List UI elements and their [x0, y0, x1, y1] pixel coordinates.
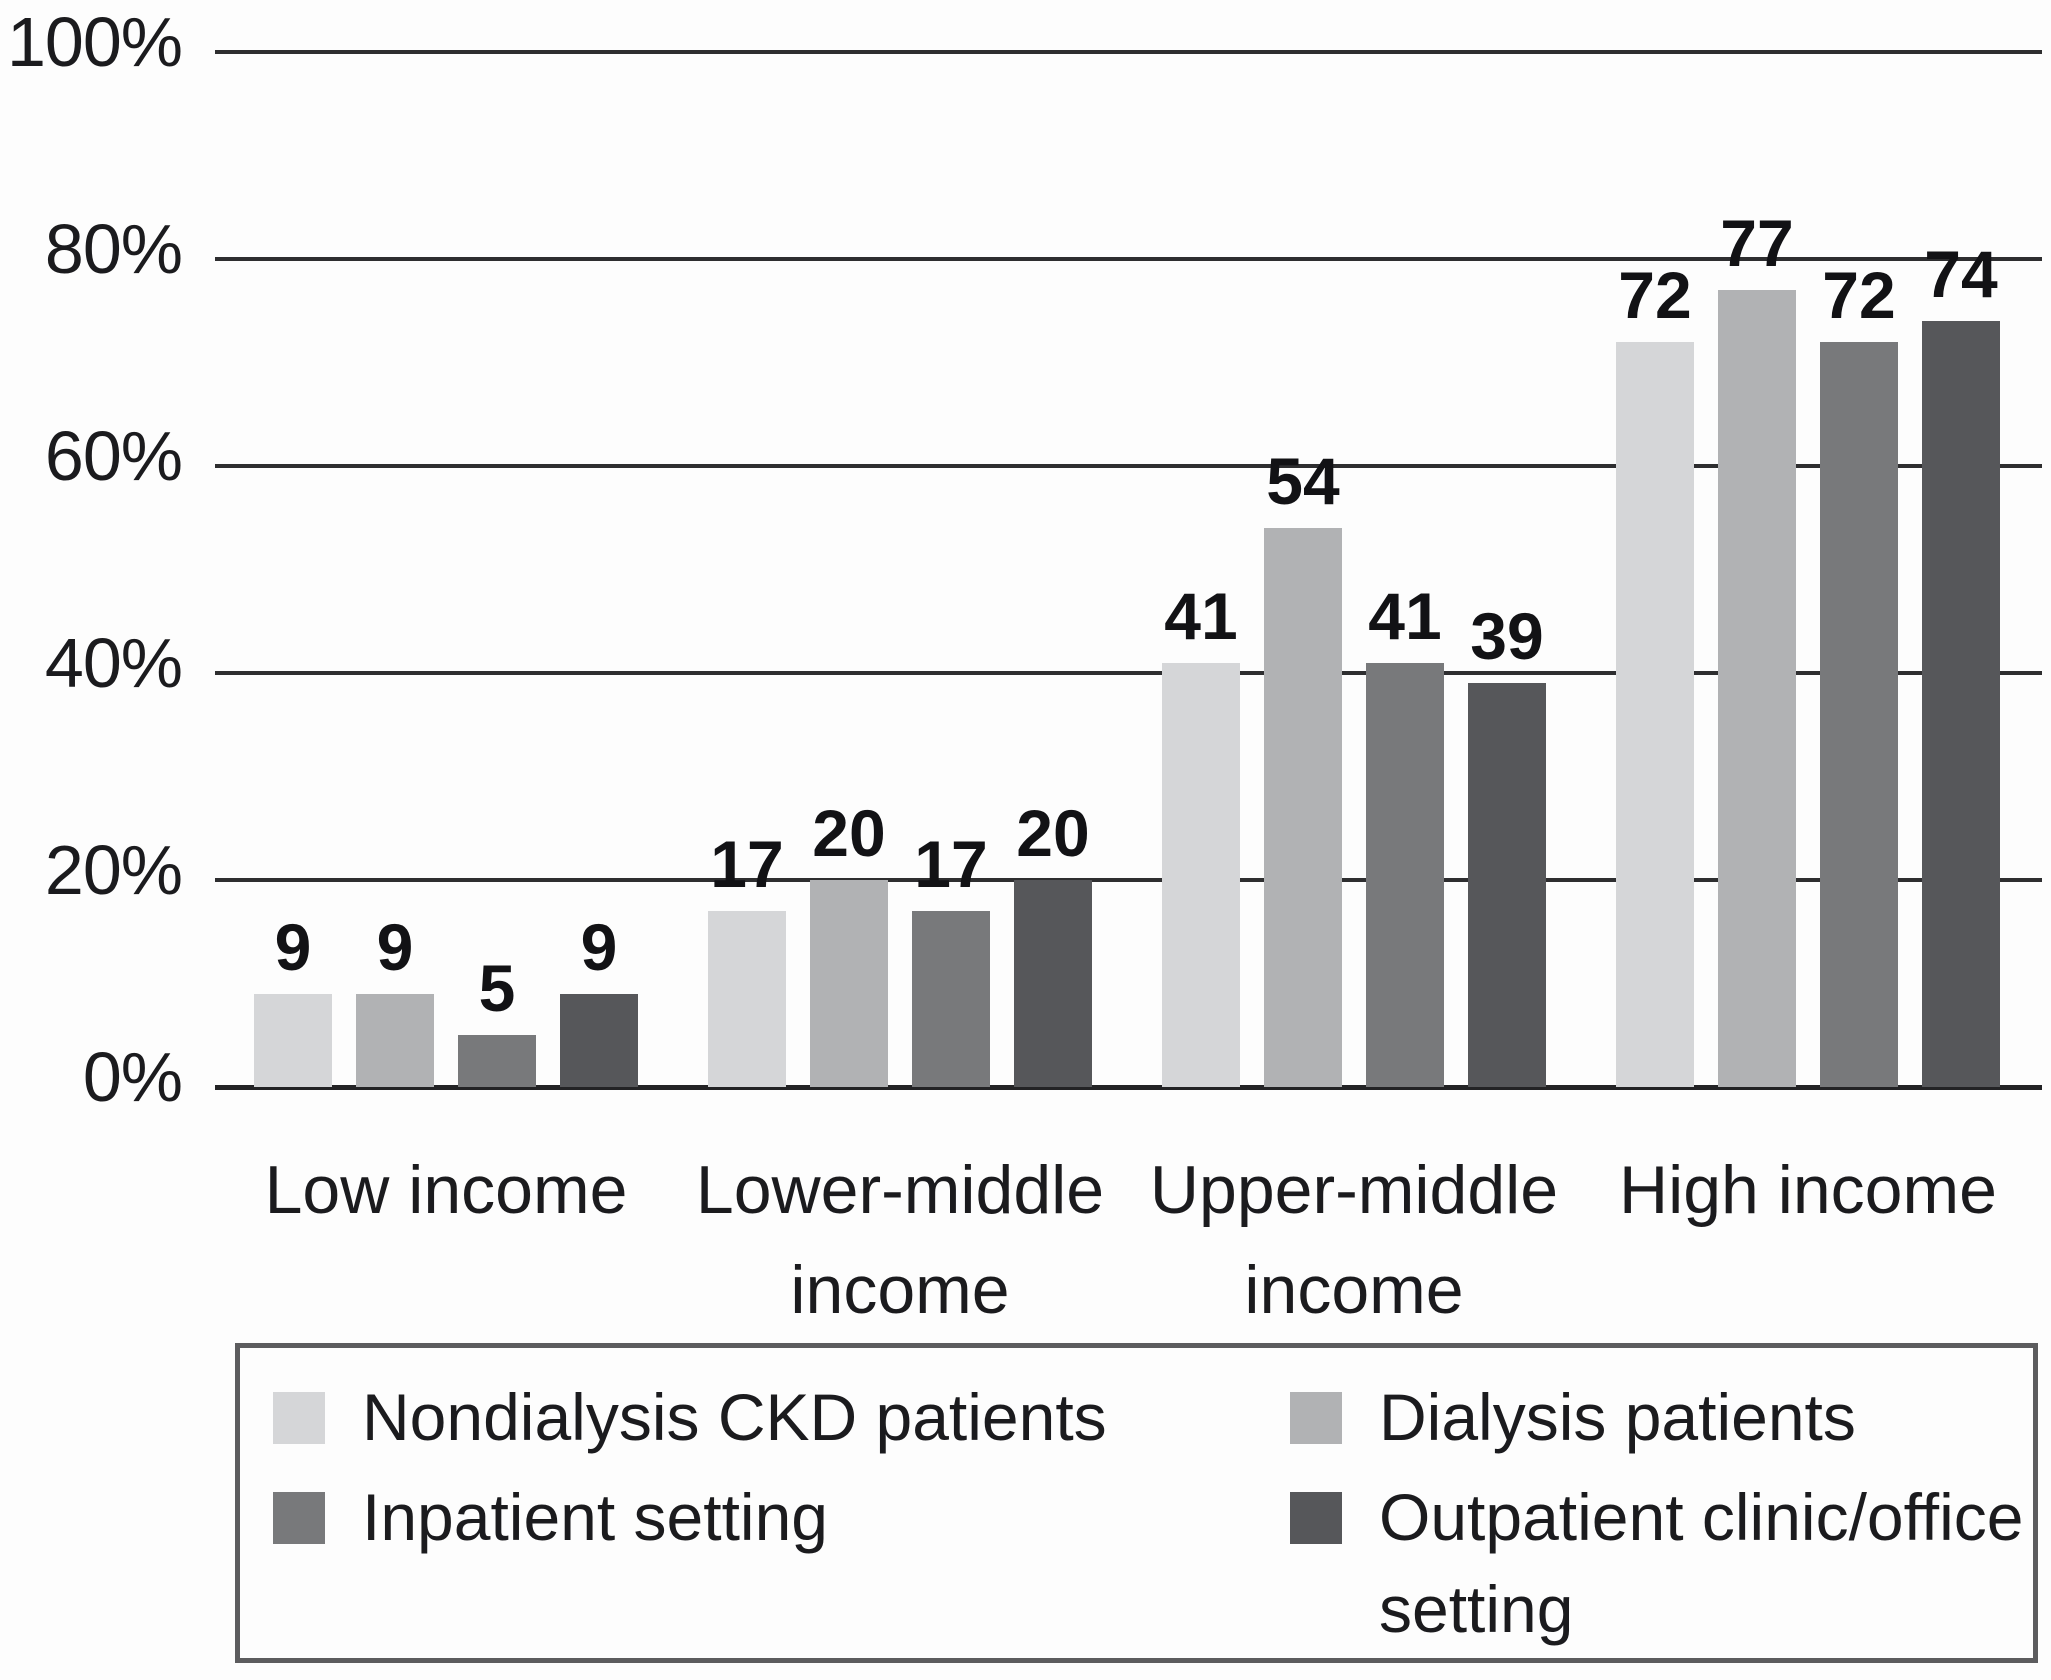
x-category-label-line: Low income: [264, 1152, 628, 1228]
bar: [1616, 342, 1694, 1087]
bar-value-label: 72: [1618, 258, 1692, 332]
legend-swatch: [273, 1492, 325, 1544]
x-category-label-line: Lower-middle: [695, 1152, 1105, 1228]
bar-value-label: 9: [274, 910, 312, 984]
bar-value-label: 41: [1368, 579, 1442, 653]
bar-group: 17 20 17 20: [708, 800, 1092, 1087]
gridline: [215, 878, 2042, 882]
bar: [1820, 342, 1898, 1087]
bar-column: 72: [1616, 262, 1694, 1087]
legend-label-line: Nondialysis CKD patients: [362, 1380, 1107, 1454]
legend-swatch: [1290, 1392, 1342, 1444]
y-tick-label: 0%: [82, 1038, 183, 1116]
legend-swatch: [1290, 1492, 1342, 1544]
bar-column: 20: [1014, 800, 1092, 1087]
y-tick-label: 100%: [6, 3, 183, 81]
bar-value-label: 74: [1924, 237, 1998, 311]
gridline: [215, 464, 2042, 468]
legend-swatch: [273, 1392, 325, 1444]
x-category-label: High income: [1508, 1140, 2051, 1240]
x-category-label-line: High income: [1619, 1152, 1997, 1228]
bar: [254, 994, 332, 1087]
legend-label-line: Outpatient clinic/office: [1379, 1480, 2024, 1554]
x-category-label-line: income: [1244, 1252, 1464, 1328]
gridline: [215, 671, 2042, 675]
legend-label-line: Inpatient setting: [362, 1480, 828, 1554]
x-category-label: Lower-middle income: [600, 1140, 1200, 1340]
bar-value-label: 41: [1164, 579, 1238, 653]
bar-column: 39: [1468, 603, 1546, 1087]
x-axis-line: [215, 1085, 2042, 1090]
bar: [1718, 290, 1796, 1087]
bar: [1264, 528, 1342, 1087]
bar: [560, 994, 638, 1087]
bar: [356, 994, 434, 1087]
legend-label: Inpatient setting: [362, 1471, 828, 1563]
bar-column: 5: [458, 955, 536, 1087]
bar-value-label: 20: [812, 796, 886, 870]
bar: [1162, 663, 1240, 1087]
x-category-label: Upper-middle income: [1054, 1140, 1654, 1340]
y-tick-label: 60%: [44, 417, 183, 495]
legend-label: Dialysis patients: [1379, 1371, 1856, 1463]
bar-column: 74: [1922, 241, 2000, 1087]
bar: [458, 1035, 536, 1087]
bar-value-label: 54: [1266, 444, 1340, 518]
bar-value-label: 77: [1720, 206, 1794, 280]
bar-column: 20: [810, 800, 888, 1087]
legend-label: Nondialysis CKD patients: [362, 1371, 1107, 1463]
bar: [810, 880, 888, 1087]
y-tick-label: 40%: [44, 624, 183, 702]
bar-value-label: 17: [710, 827, 784, 901]
y-tick-label: 20%: [44, 831, 183, 909]
bar-column: 41: [1162, 583, 1240, 1087]
bar: [1014, 880, 1092, 1087]
bar-column: 77: [1718, 210, 1796, 1087]
gridline: [215, 50, 2042, 54]
x-category-label-line: Upper-middle: [1149, 1152, 1559, 1228]
bar-column: 9: [356, 914, 434, 1087]
bar: [1468, 683, 1546, 1087]
legend-label-line: setting: [1379, 1572, 1574, 1646]
bar-column: 41: [1366, 583, 1444, 1087]
y-tick-label: 80%: [44, 210, 183, 288]
bar-value-label: 39: [1470, 599, 1544, 673]
bar-value-label: 72: [1822, 258, 1896, 332]
bar-column: 17: [708, 831, 786, 1087]
bar-group: 72 77 72 74: [1616, 210, 2000, 1087]
legend-label: Outpatient clinic/office setting: [1379, 1471, 2023, 1655]
bar-value-label: 9: [580, 910, 618, 984]
bar-value-label: 17: [914, 827, 988, 901]
bar-value-label: 9: [376, 910, 414, 984]
bar-column: 9: [560, 914, 638, 1087]
legend-label-line: Dialysis patients: [1379, 1380, 1856, 1454]
bar: [708, 911, 786, 1087]
bar-value-label: 5: [478, 951, 516, 1025]
bar-value-label: 20: [1016, 796, 1090, 870]
gridline: [215, 257, 2042, 261]
bar-column: 17: [912, 831, 990, 1087]
bar-column: 54: [1264, 448, 1342, 1087]
x-category-label-line: income: [790, 1252, 1010, 1328]
x-category-label: Low income: [146, 1140, 746, 1240]
bar-group: 41 54 41 39: [1162, 448, 1546, 1087]
bar: [1366, 663, 1444, 1087]
bar-column: 9: [254, 914, 332, 1087]
bar: [912, 911, 990, 1087]
bar-column: 72: [1820, 262, 1898, 1087]
bar: [1922, 321, 2000, 1087]
legend: Nondialysis CKD patients Dialysis patient…: [235, 1343, 2038, 1663]
